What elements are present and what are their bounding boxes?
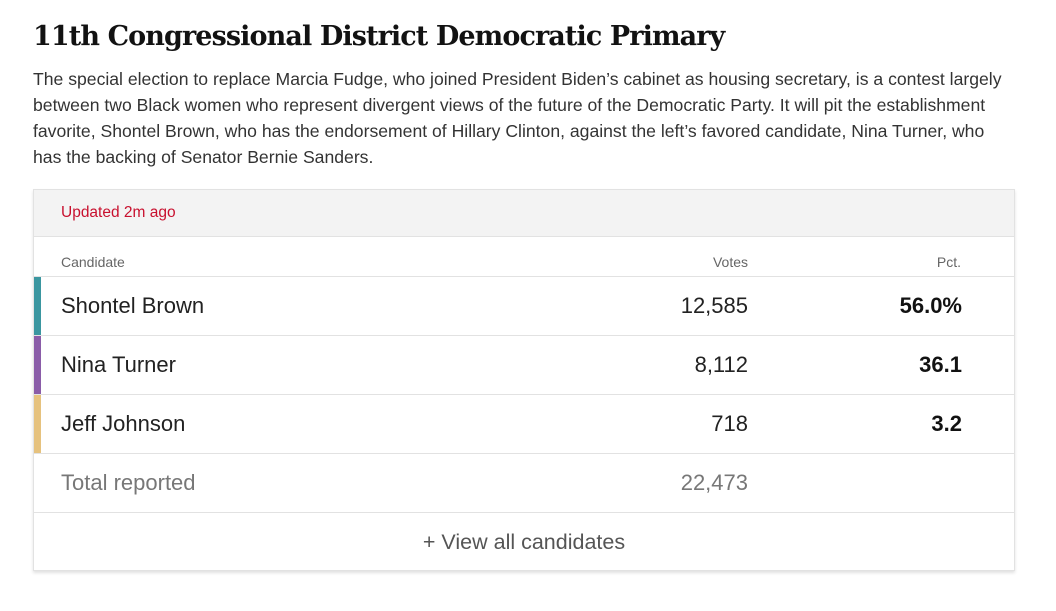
intro-paragraph: The special election to replace Marcia F… xyxy=(33,69,1002,167)
candidate-row: Shontel Brown 12,585 56.0% xyxy=(34,277,1014,336)
candidate-color-swatch xyxy=(34,395,41,453)
total-reported-votes: 22,473 xyxy=(680,470,748,495)
updated-timestamp: Updated 2m ago xyxy=(61,204,176,221)
updated-bar: Updated 2m ago xyxy=(34,190,1014,237)
total-reported-label: Total reported xyxy=(61,470,196,495)
candidate-name: Jeff Johnson xyxy=(61,411,186,436)
view-all-candidates-button[interactable]: + View all candidates xyxy=(34,513,1014,570)
column-header-pct: Pct. xyxy=(936,254,961,270)
candidate-pct: 3.2 xyxy=(931,411,962,436)
article-header: 11th Congressional District Democratic P… xyxy=(33,0,1015,170)
candidate-votes: 8,112 xyxy=(694,352,748,377)
results-table: Updated 2m ago Candidate Votes Pct. Shon… xyxy=(33,189,1015,571)
headline: 11th Congressional District Democratic P… xyxy=(33,21,725,52)
candidate-name: Shontel Brown xyxy=(61,293,205,318)
candidate-name: Nina Turner xyxy=(61,352,176,377)
candidate-pct: 56.0% xyxy=(899,293,962,318)
column-header-candidate: Candidate xyxy=(61,254,125,270)
column-header-row: Candidate Votes Pct. xyxy=(34,237,1014,277)
total-reported-row: Total reported 22,473 xyxy=(34,454,1014,513)
candidate-row: Jeff Johnson 718 3.2 xyxy=(34,395,1014,454)
view-all-candidates-label: + View all candidates xyxy=(422,529,626,554)
column-header-votes: Votes xyxy=(712,254,748,270)
candidate-pct: 36.1 xyxy=(919,352,962,377)
candidate-votes: 12,585 xyxy=(680,293,748,318)
candidate-votes: 718 xyxy=(711,411,748,436)
candidate-color-swatch xyxy=(34,336,41,394)
candidate-row: Nina Turner 8,112 36.1 xyxy=(34,336,1014,395)
candidate-color-swatch xyxy=(34,277,41,335)
